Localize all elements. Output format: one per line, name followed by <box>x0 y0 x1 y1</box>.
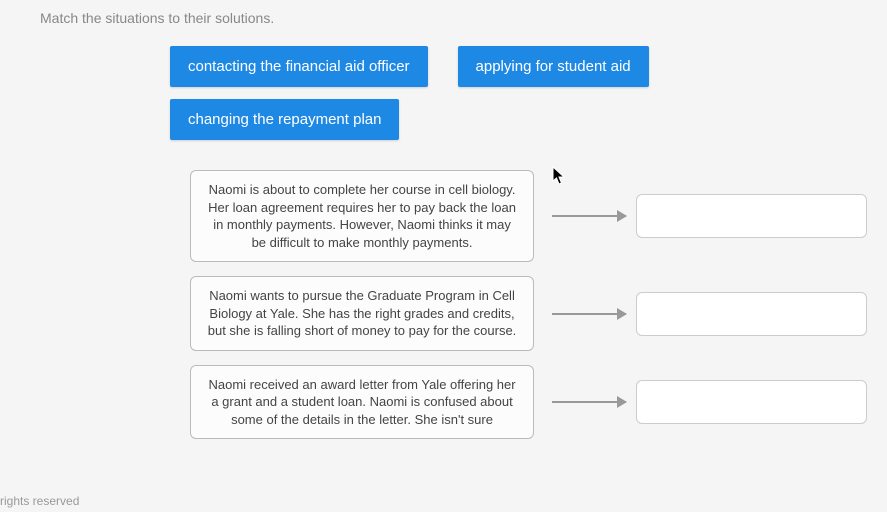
exercise-page: Match the situations to their solutions.… <box>0 0 887 439</box>
situation-box-1: Naomi is about to complete her course in… <box>190 170 534 262</box>
situation-box-3: Naomi received an award letter from Yale… <box>190 365 534 440</box>
option-applying-student-aid[interactable]: applying for student aid <box>458 46 649 87</box>
drop-target-2[interactable] <box>636 292 867 336</box>
instruction-text: Match the situations to their solutions. <box>40 10 867 26</box>
options-row-2: changing the repayment plan <box>170 99 867 140</box>
arrow-icon <box>552 401 626 403</box>
option-changing-repayment-plan[interactable]: changing the repayment plan <box>170 99 399 140</box>
footer-rights: rights reserved <box>0 494 79 508</box>
drop-target-1[interactable] <box>636 194 867 238</box>
arrow-icon <box>552 313 626 315</box>
option-contacting-financial-aid[interactable]: contacting the financial aid officer <box>170 46 428 87</box>
matching-area: Naomi is about to complete her course in… <box>190 170 867 439</box>
situation-box-2: Naomi wants to pursue the Graduate Progr… <box>190 276 534 351</box>
match-row-3: Naomi received an award letter from Yale… <box>190 365 867 440</box>
drop-target-3[interactable] <box>636 380 867 424</box>
arrow-icon <box>552 215 626 217</box>
match-row-2: Naomi wants to pursue the Graduate Progr… <box>190 276 867 351</box>
match-row-1: Naomi is about to complete her course in… <box>190 170 867 262</box>
options-row-1: contacting the financial aid officer app… <box>170 46 867 87</box>
draggable-options-area: contacting the financial aid officer app… <box>170 46 867 140</box>
